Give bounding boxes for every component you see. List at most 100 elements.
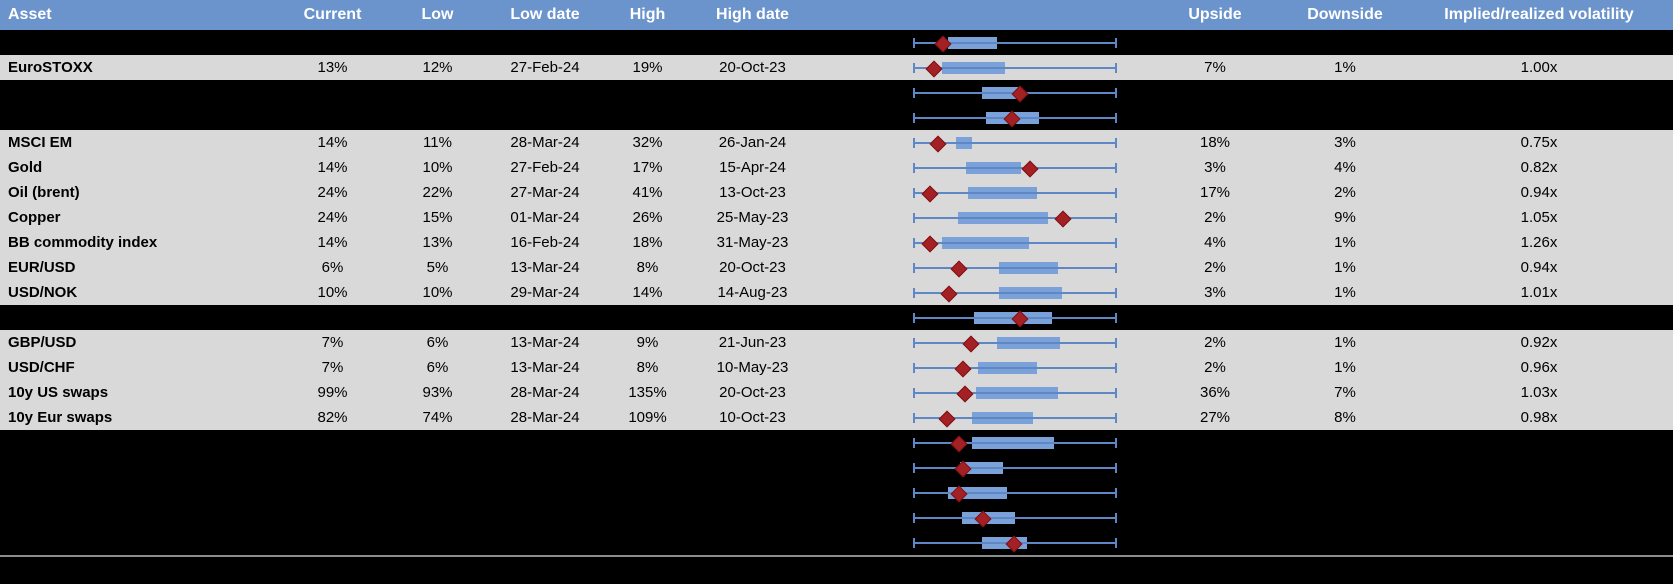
cell-upside[interactable]	[1145, 455, 1285, 480]
cell-asset[interactable]: MSCI EM	[8, 134, 73, 151]
cell-upside[interactable]: 7%	[1204, 59, 1226, 76]
cell-upside[interactable]: 27%	[1199, 409, 1231, 426]
cell-high[interactable]	[595, 480, 700, 505]
cell-high[interactable]: 18%	[632, 234, 663, 251]
cell-low[interactable]: 10%	[422, 159, 453, 176]
cell-low-date[interactable]: 28-Mar-24	[510, 134, 580, 151]
cell-high-date[interactable]: 15-Apr-24	[719, 159, 786, 176]
cell-high[interactable]: 19%	[632, 59, 663, 76]
cell-high-date[interactable]: 20-Oct-23	[719, 259, 786, 276]
cell-low-date[interactable]: 13-Mar-24	[510, 359, 580, 376]
cell-high[interactable]	[595, 430, 700, 455]
cell-current[interactable]: 7%	[321, 359, 344, 376]
cell-high-date[interactable]: 20-Oct-23	[719, 384, 786, 401]
cell-downside[interactable]	[1285, 80, 1405, 105]
cell-low-date[interactable]: 27-Feb-24	[510, 59, 580, 76]
cell-upside[interactable]	[1145, 30, 1285, 55]
cell-high[interactable]: 8%	[636, 259, 659, 276]
cell-low-date[interactable]: 29-Mar-24	[510, 284, 580, 301]
cell-low[interactable]: 5%	[426, 259, 449, 276]
cell-low[interactable]: 15%	[422, 209, 453, 226]
cell-high-date[interactable]	[700, 30, 805, 55]
cell-asset[interactable]	[0, 30, 285, 55]
cell-current[interactable]: 99%	[317, 384, 348, 401]
cell-upside[interactable]: 36%	[1199, 384, 1231, 401]
cell-vol[interactable]	[1405, 455, 1673, 480]
cell-high[interactable]	[595, 80, 700, 105]
cell-current[interactable]: 6%	[321, 259, 344, 276]
cell-upside[interactable]	[1145, 530, 1285, 555]
cell-high[interactable]: 32%	[632, 134, 663, 151]
cell-upside[interactable]	[1145, 430, 1285, 455]
cell-high[interactable]	[595, 105, 700, 130]
cell-asset[interactable]: Gold	[8, 159, 43, 176]
cell-current[interactable]	[285, 80, 380, 105]
cell-low-date[interactable]: 16-Feb-24	[510, 234, 580, 251]
cell-current[interactable]: 14%	[317, 159, 348, 176]
cell-low-date[interactable]	[495, 480, 595, 505]
cell-low-date[interactable]: 13-Mar-24	[510, 334, 580, 351]
cell-asset[interactable]: EuroSTOXX	[8, 59, 93, 76]
cell-high-date[interactable]: 31-May-23	[716, 234, 789, 251]
cell-low[interactable]: 74%	[422, 409, 453, 426]
cell-low-date[interactable]: 01-Mar-24	[510, 209, 580, 226]
cell-vol[interactable]: 1.03x	[1520, 384, 1558, 401]
cell-low[interactable]: 93%	[422, 384, 453, 401]
cell-downside[interactable]: 2%	[1334, 184, 1356, 201]
cell-current[interactable]: 13%	[317, 59, 348, 76]
cell-low[interactable]	[380, 105, 495, 130]
cell-low-date[interactable]: 27-Feb-24	[510, 159, 580, 176]
cell-current[interactable]	[285, 105, 380, 130]
cell-vol[interactable]	[1405, 505, 1673, 530]
cell-low-date[interactable]	[495, 80, 595, 105]
cell-asset[interactable]	[0, 80, 285, 105]
cell-vol[interactable]: 0.92x	[1520, 334, 1558, 351]
cell-low-date[interactable]	[495, 30, 595, 55]
cell-high[interactable]	[595, 505, 700, 530]
cell-high-date[interactable]: 21-Jun-23	[718, 334, 787, 351]
cell-downside[interactable]	[1285, 530, 1405, 555]
column-header-asset[interactable]: Asset	[8, 6, 52, 23]
cell-high-date[interactable]	[700, 430, 805, 455]
cell-current[interactable]	[285, 455, 380, 480]
cell-current[interactable]: 14%	[317, 134, 348, 151]
cell-asset[interactable]: 10y Eur swaps	[8, 409, 113, 426]
cell-low[interactable]	[380, 505, 495, 530]
cell-vol[interactable]: 1.26x	[1520, 234, 1558, 251]
cell-upside[interactable]: 18%	[1199, 134, 1231, 151]
cell-asset[interactable]: USD/NOK	[8, 284, 78, 301]
cell-high-date[interactable]: 14-Aug-23	[717, 284, 788, 301]
column-header-downside[interactable]: Downside	[1307, 6, 1383, 23]
cell-upside[interactable]: 2%	[1204, 259, 1226, 276]
column-header-low-date[interactable]: Low date	[510, 6, 580, 23]
cell-high-date[interactable]	[700, 305, 805, 330]
cell-high-date[interactable]: 10-Oct-23	[719, 409, 786, 426]
cell-asset[interactable]	[0, 505, 285, 530]
cell-upside[interactable]: 4%	[1204, 234, 1226, 251]
cell-upside[interactable]: 2%	[1204, 359, 1226, 376]
cell-low-date[interactable]: 27-Mar-24	[510, 184, 580, 201]
cell-current[interactable]: 24%	[317, 184, 348, 201]
cell-vol[interactable]: 0.75x	[1520, 134, 1558, 151]
cell-vol[interactable]	[1405, 30, 1673, 55]
cell-upside[interactable]	[1145, 480, 1285, 505]
column-header-current[interactable]: Current	[303, 6, 362, 23]
cell-downside[interactable]	[1285, 305, 1405, 330]
cell-vol[interactable]: 1.01x	[1520, 284, 1558, 301]
column-header-low[interactable]: Low	[421, 6, 454, 23]
cell-current[interactable]	[285, 30, 380, 55]
cell-current[interactable]	[285, 480, 380, 505]
cell-low-date[interactable]	[495, 505, 595, 530]
cell-upside[interactable]: 2%	[1204, 334, 1226, 351]
cell-low[interactable]	[380, 455, 495, 480]
cell-asset[interactable]: GBP/USD	[8, 334, 77, 351]
cell-downside[interactable]: 1%	[1334, 359, 1356, 376]
cell-low[interactable]: 13%	[422, 234, 453, 251]
cell-low[interactable]: 10%	[422, 284, 453, 301]
cell-high-date[interactable]: 10-May-23	[716, 359, 789, 376]
cell-low[interactable]: 6%	[426, 334, 449, 351]
cell-downside[interactable]: 1%	[1334, 334, 1356, 351]
cell-vol[interactable]	[1405, 105, 1673, 130]
cell-downside[interactable]: 1%	[1334, 59, 1356, 76]
cell-high[interactable]	[595, 30, 700, 55]
